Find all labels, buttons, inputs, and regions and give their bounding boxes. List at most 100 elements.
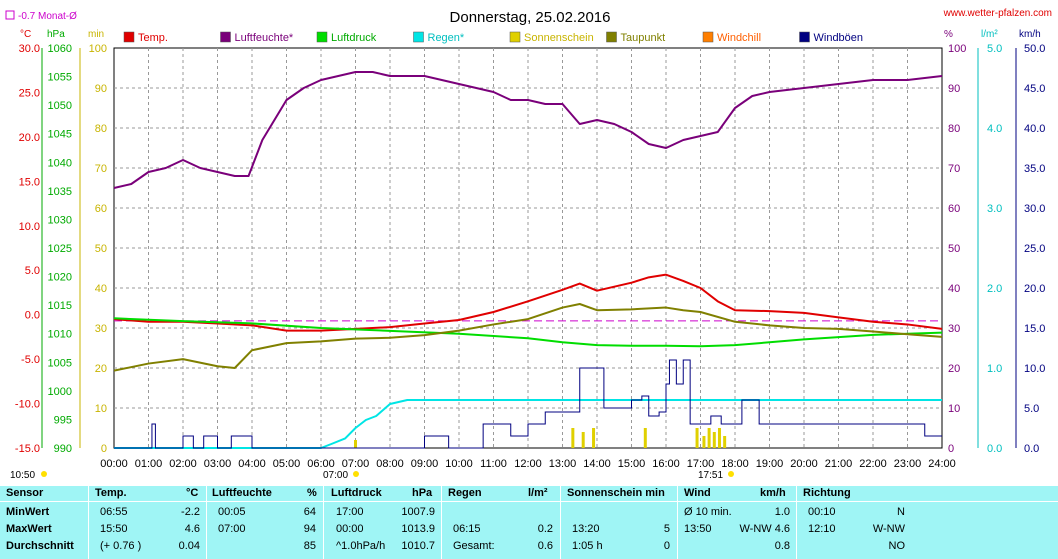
temp-axis-tick: 10.0 [19, 221, 40, 233]
x-axis-tick: 10:00 [445, 458, 473, 470]
x-axis-tick: 22:00 [859, 458, 887, 470]
x-axis-tick: 21:00 [825, 458, 853, 470]
sun-axis-tick: 10 [95, 403, 107, 415]
pressure-axis-tick: 1020 [48, 272, 72, 284]
rain-axis-tick: 4.0 [987, 123, 1002, 135]
pressure-axis-tick: 1040 [48, 157, 72, 169]
x-axis-tick: 02:00 [169, 458, 197, 470]
sunshine-bar [702, 436, 706, 448]
wind-axis-tick: 20.0 [1024, 283, 1045, 295]
header-temp: Temp. [95, 487, 127, 499]
humidity-axis-tick: 60 [948, 203, 960, 215]
x-axis-tick: 11:00 [480, 458, 507, 470]
table-cell: 12:10 [808, 523, 836, 535]
rain-axis-tick: 2.0 [987, 283, 1002, 295]
legend-label: Windböen [814, 32, 864, 44]
x-axis-tick: 14:00 [583, 458, 611, 470]
table-cell: 0 [663, 540, 670, 552]
header-rain: Regen [448, 487, 482, 499]
humidity-axis-tick: 90 [948, 83, 960, 95]
header-humidity-unit: % [307, 487, 317, 499]
table-cell: 0.8 [774, 540, 790, 552]
header-temp-unit: °C [186, 487, 199, 499]
pressure-axis-tick: 995 [54, 414, 72, 426]
legend-swatch [606, 31, 617, 43]
statistics-table: Sensor Temp. °C Luftfeuchte % Luftdruck … [0, 486, 1058, 559]
humidity-axis-tick: 0 [948, 443, 954, 455]
gust-line [114, 359, 942, 449]
table-cell: 07:00 [218, 523, 246, 535]
row-label: MinWert [6, 506, 50, 518]
table-cell: 06:15 [453, 523, 481, 535]
header-pressure-unit: hPa [412, 487, 433, 499]
sun-axis-tick: 90 [95, 83, 107, 95]
humidity-axis-tick: 70 [948, 163, 960, 175]
temp-axis-tick: 15.0 [19, 176, 40, 188]
sun-axis-tick: 20 [95, 363, 107, 375]
sunshine-bar [581, 432, 585, 448]
table-cell: 00:00 [336, 523, 364, 535]
x-axis-tick: 06:00 [307, 458, 335, 470]
pressure-axis-tick: 1050 [48, 100, 72, 112]
humidity-axis-tick: 40 [948, 283, 960, 295]
header-wind-unit: km/h [760, 487, 786, 499]
temp-axis-tick: 20.0 [19, 132, 40, 144]
sun-axis-tick: 0 [101, 443, 107, 455]
table-cell: 1.0 [774, 506, 790, 518]
table-cell: 4.6 [184, 523, 200, 535]
site-link[interactable]: www.wetter-pfalzen.com [943, 8, 1052, 19]
table-cell: 17:00 [336, 506, 364, 518]
humidity-axis-tick: 100 [948, 43, 966, 55]
table-cell: 13:50 [684, 523, 712, 535]
wind-axis-tick: 25.0 [1024, 243, 1045, 255]
axes: 30.0 25.0 20.0 15.0 10.0 5.0 0.0 -5.0 -10.0 -15.0… [15, 43, 1046, 455]
x-axis: 00:00 01:00 02:00 03:00 04:00 05:00 06:00 07:00… [100, 458, 956, 470]
legend-label: Taupunkt [621, 32, 666, 44]
sunshine-bar [717, 428, 721, 448]
legend-label: Temp. [138, 32, 168, 44]
table-cell: 1007.9 [401, 506, 435, 518]
header-sunshine: Sonnenschein min [567, 487, 665, 499]
temp-axis-tick: 25.0 [19, 87, 40, 99]
table-cell: Gesamt: [453, 540, 495, 552]
table-cell: 64 [303, 506, 316, 518]
table-cell: 1013.9 [401, 523, 435, 535]
pressure-axis-tick: 1060 [48, 43, 72, 55]
x-axis-tick: 03:00 [204, 458, 232, 470]
temp-axis-tick: 30.0 [19, 43, 40, 55]
rain-axis-tick: 5.0 [987, 43, 1002, 55]
humidity-axis-unit: % [944, 29, 953, 40]
legend-label: Windchill [717, 32, 761, 44]
pressure-axis-tick: 1055 [48, 72, 72, 84]
temp-axis-tick: -15.0 [15, 443, 40, 455]
month-average-swatch [5, 10, 15, 20]
pressure-axis-tick: 1010 [48, 329, 72, 341]
pressure-axis-tick: 1035 [48, 186, 72, 198]
temp-axis-tick: -5.0 [21, 354, 40, 366]
table-cell: N [897, 506, 905, 518]
legend-label: Luftdruck [331, 32, 377, 44]
sunshine-bar [712, 432, 716, 448]
sunshine-bar [354, 440, 357, 448]
wind-axis-unit: km/h [1019, 29, 1041, 40]
legend-swatch [316, 31, 328, 43]
x-axis-tick: 23:00 [894, 458, 922, 470]
table-cell: 06:55 [100, 506, 128, 518]
table-cell: 00:05 [218, 506, 246, 518]
sunshine-bar [571, 428, 575, 448]
table-cell: (+ 0.76 ) [100, 540, 142, 552]
sunrise-label: 07:00 [323, 470, 348, 481]
x-axis-tick: 04:00 [238, 458, 266, 470]
pressure-line [113, 317, 943, 348]
legend-swatch [702, 31, 714, 43]
humidity-axis-tick: 10 [948, 403, 960, 415]
table-cell: 1:05 h [572, 540, 603, 552]
sun-axis-tick: 30 [95, 323, 107, 335]
rain-axis-tick: 3.0 [987, 203, 1002, 215]
wind-axis-tick: 5.0 [1024, 403, 1039, 415]
humidity-axis-tick: 30 [948, 323, 960, 335]
sun-axis-tick: 80 [95, 123, 107, 135]
header-humidity: Luftfeuchte [212, 487, 272, 499]
wind-axis-tick: 30.0 [1024, 203, 1045, 215]
rain-axis-unit: l/m² [981, 29, 998, 40]
